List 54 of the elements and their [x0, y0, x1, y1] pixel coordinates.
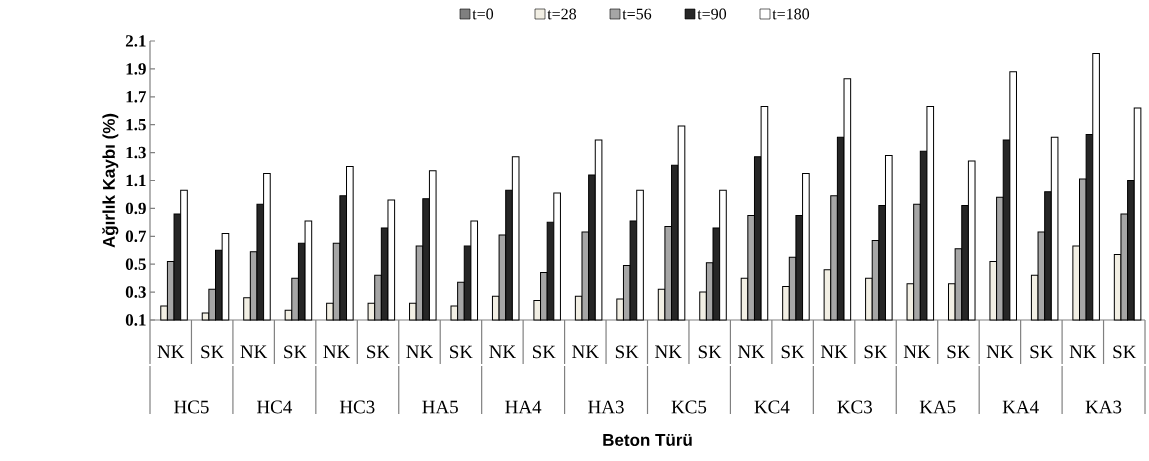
x-tick-label: NK: [655, 345, 682, 358]
x-tick-label: NK: [986, 345, 1014, 358]
x-tick-label: NK: [1069, 345, 1097, 358]
x-tick-label: SK: [864, 345, 888, 359]
text: HC4: [256, 400, 293, 414]
y-tick-label: 0.1: [125, 314, 146, 326]
x-tick-label: NK: [157, 345, 185, 358]
x-tick-label: SK: [947, 345, 971, 359]
legend-label: t=56: [622, 8, 652, 20]
y-tick-label: 2.1: [125, 35, 146, 47]
x-tick-label: NK: [489, 345, 516, 358]
x-tick-label: SK: [367, 345, 390, 359]
x-tick-label: NK: [737, 345, 765, 358]
y-tick-label: 1.7: [126, 91, 147, 103]
x-tick-label: SK: [284, 345, 308, 359]
x-tick-label: NK: [323, 345, 351, 358]
x-tick-label: SK: [1030, 345, 1054, 359]
x-axis-title: Beton Türü: [603, 434, 692, 446]
y-tick-label: 1.9: [126, 63, 146, 75]
x-tick-label: SK: [615, 345, 639, 359]
text: KC3: [837, 400, 872, 414]
y-axis-title: Ağırlık Kaybı (%): [102, 113, 119, 248]
x-tick-label: NK: [903, 345, 931, 358]
x-tick-label: SK: [781, 345, 805, 359]
y-tick-label: 0.5: [125, 258, 146, 270]
text: KA3: [1085, 400, 1122, 414]
x-tick-label: NK: [820, 345, 848, 358]
text: HC3: [339, 400, 375, 414]
legend-label: t=90: [697, 8, 727, 20]
legend-label: t=0: [472, 8, 494, 20]
y-tick-label: 0.7: [125, 230, 147, 243]
text: HA3: [588, 400, 624, 414]
text: HA4: [505, 400, 542, 414]
text: KC4: [754, 400, 790, 414]
x-tick-label: SK: [698, 345, 722, 359]
text: KC5: [671, 400, 707, 414]
y-tick-label: 0.9: [125, 202, 146, 215]
y-tick-label: 0.3: [125, 286, 146, 298]
x-tick-label: SK: [1113, 345, 1137, 359]
text: KA4: [1002, 400, 1039, 414]
legend-label: t=28: [547, 8, 577, 20]
x-tick-label: SK: [201, 345, 225, 359]
x-tick-label: NK: [572, 345, 599, 358]
x-tick-label: NK: [240, 345, 268, 358]
y-tick-label: 1.5: [126, 118, 146, 131]
x-tick-label: SK: [450, 345, 473, 359]
x-tick-label: NK: [406, 345, 433, 358]
text: HC5: [174, 400, 209, 414]
legend-label: t=180: [772, 8, 810, 20]
text: KA5: [919, 400, 956, 414]
y-tick-label: 1.1: [126, 174, 146, 187]
x-tick-label: SK: [532, 345, 556, 359]
text: HA5: [422, 400, 458, 414]
y-tick-label: 1.3: [126, 146, 146, 159]
